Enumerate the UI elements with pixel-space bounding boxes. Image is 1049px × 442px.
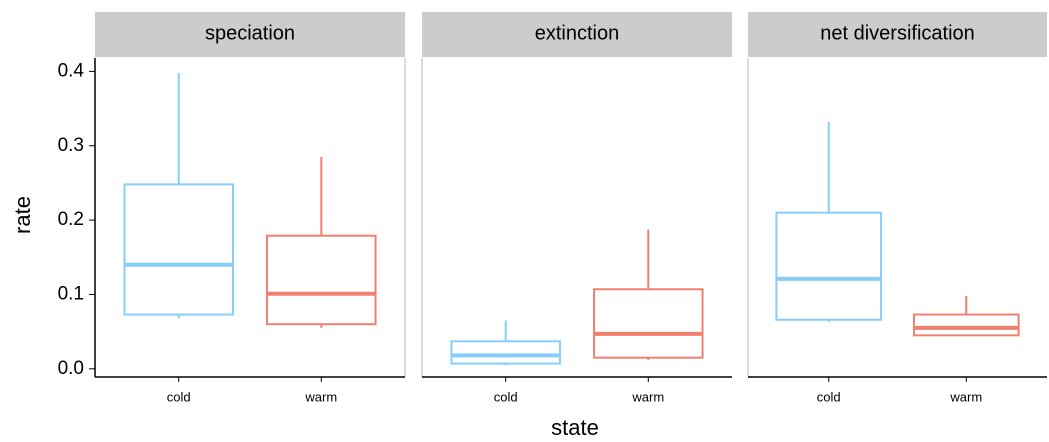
x-tick-label: warm	[949, 389, 982, 404]
strip	[422, 12, 732, 57]
strip	[95, 12, 405, 57]
x-axis-label: state	[551, 415, 599, 440]
box	[450, 340, 561, 365]
box	[775, 211, 883, 321]
box	[593, 288, 704, 359]
y-tick-label: 0.0	[58, 358, 84, 379]
box	[123, 183, 234, 316]
strip-title: extinction	[535, 22, 620, 44]
strip-title: speciation	[205, 22, 295, 44]
y-tick-label: 0.1	[58, 283, 84, 304]
y-axis-label: rate	[10, 196, 35, 234]
y-tick-label: 0.4	[58, 60, 85, 81]
strip	[748, 12, 1047, 57]
box	[912, 313, 1020, 337]
x-tick-label: cold	[494, 389, 518, 404]
x-tick-label: warm	[631, 389, 664, 404]
y-tick-label: 0.3	[58, 135, 84, 156]
y-tick-label: 0.2	[58, 209, 84, 230]
x-tick-label: cold	[167, 389, 191, 404]
box	[266, 234, 377, 326]
x-tick-label: warm	[304, 389, 337, 404]
x-tick-label: cold	[817, 389, 841, 404]
strip-title: net diversification	[820, 22, 975, 44]
